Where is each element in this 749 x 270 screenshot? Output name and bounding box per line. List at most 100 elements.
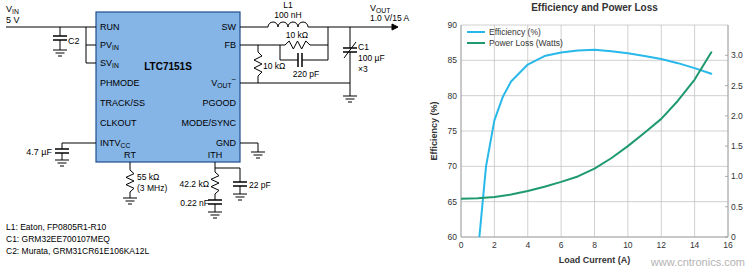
input-label: VIN bbox=[6, 4, 19, 15]
wire bbox=[6, 27, 96, 28]
wire bbox=[130, 162, 131, 170]
pin-label: SW bbox=[222, 22, 237, 32]
ground-line bbox=[58, 163, 67, 164]
capacitor-plate bbox=[233, 181, 247, 183]
wire bbox=[60, 27, 61, 36]
wire bbox=[215, 194, 216, 200]
text-main: SW bbox=[222, 22, 237, 32]
grid-line bbox=[461, 95, 728, 96]
y2-axis-line bbox=[728, 25, 729, 237]
y2-tick-label: 0.5 bbox=[731, 202, 743, 212]
text-main: PGOOD bbox=[202, 98, 236, 108]
inductor bbox=[268, 22, 308, 27]
ground-line bbox=[254, 155, 263, 156]
x-tick-label: 14 bbox=[690, 240, 700, 250]
text-main: RUN bbox=[100, 22, 120, 32]
watermark: www.cntronics.com bbox=[650, 256, 745, 268]
ground-symbol bbox=[53, 50, 67, 56]
text-sub: IN bbox=[12, 8, 19, 15]
ground-symbol bbox=[343, 96, 357, 102]
capacitor-plate bbox=[208, 199, 222, 201]
component-label: 42.2 kΩ bbox=[179, 179, 209, 189]
y2-tick bbox=[725, 237, 728, 238]
component-label: L1 bbox=[283, 0, 293, 10]
wire bbox=[240, 27, 268, 28]
text-main: CLKOUT bbox=[100, 118, 137, 128]
component-label: C1 bbox=[358, 42, 369, 52]
wire bbox=[62, 143, 96, 144]
legend-label: Power Loss (Watts) bbox=[489, 38, 563, 48]
text-main: INTV bbox=[100, 138, 121, 148]
grid-line bbox=[461, 201, 728, 202]
y-axis-line bbox=[461, 25, 462, 237]
pin-label: RUN bbox=[100, 22, 120, 32]
ground-symbol bbox=[233, 194, 247, 200]
plot-area bbox=[461, 50, 711, 237]
legend-swatch bbox=[467, 42, 485, 44]
arrow bbox=[392, 24, 398, 30]
wire bbox=[86, 63, 96, 64]
grid-line bbox=[728, 25, 729, 237]
wire bbox=[130, 192, 131, 198]
pin-label: CLKOUT bbox=[100, 118, 137, 128]
pin-label: TRACK/SS bbox=[100, 98, 145, 108]
y2-tick bbox=[725, 146, 728, 147]
x-tick-label: 10 bbox=[623, 240, 633, 250]
wire bbox=[215, 168, 240, 169]
ground-line bbox=[56, 53, 65, 54]
text-sub: OUT bbox=[217, 82, 231, 89]
ground-symbol bbox=[208, 212, 222, 218]
pin-label: PGOOD bbox=[202, 98, 236, 108]
component-label: 100 nH bbox=[274, 10, 301, 20]
ground-line bbox=[233, 194, 247, 195]
y-tick-label: 75 bbox=[448, 126, 458, 136]
x-tick-label: 0 bbox=[459, 240, 464, 250]
figure: LTC7151SRUNPVINSVINPHMODETRACK/SSCLKOUTI… bbox=[0, 0, 749, 270]
ground-line bbox=[208, 212, 222, 213]
wire bbox=[258, 143, 259, 152]
pin-label: RT bbox=[124, 150, 136, 160]
output-value: 1.0 V/15 A bbox=[370, 13, 410, 23]
wire bbox=[310, 45, 328, 46]
y-tick-label: 70 bbox=[448, 161, 458, 171]
ground-symbol bbox=[55, 160, 69, 166]
x-tick-label: 8 bbox=[592, 240, 597, 250]
note: C1: GRM32EE700107MEQ bbox=[6, 234, 110, 244]
wire bbox=[86, 45, 96, 46]
grid-line bbox=[461, 25, 462, 237]
ground-line bbox=[343, 96, 357, 97]
x-tick-label: 2 bbox=[492, 240, 497, 250]
legend-label: Efficiency (%) bbox=[489, 27, 541, 37]
pin-label: MODE/SYNC bbox=[181, 118, 236, 128]
pin-label: INTVCC bbox=[100, 138, 130, 149]
pin-label: PVIN bbox=[100, 40, 119, 51]
y-axis-label: Efficiency (%) bbox=[429, 101, 439, 160]
x-tick-label: 4 bbox=[525, 240, 530, 250]
resistor bbox=[126, 170, 134, 192]
ground-line bbox=[236, 197, 245, 198]
resistor bbox=[254, 52, 262, 76]
x-tick-label: 12 bbox=[657, 240, 667, 250]
resistor bbox=[285, 41, 310, 49]
y-tick-label: 80 bbox=[448, 91, 458, 101]
ground-line bbox=[126, 201, 135, 202]
ground-line bbox=[346, 99, 355, 100]
wire bbox=[302, 60, 328, 61]
grid-line bbox=[461, 166, 728, 167]
y-tick-label: 65 bbox=[448, 197, 458, 207]
ground-line bbox=[123, 198, 137, 199]
text-sub: IN bbox=[112, 44, 119, 51]
y2-tick-label: 0 bbox=[731, 232, 736, 242]
ground-line bbox=[238, 200, 242, 201]
x-tick-label: 6 bbox=[559, 240, 564, 250]
component-label: 220 pF bbox=[293, 69, 319, 79]
text-main: ITH bbox=[208, 150, 223, 160]
component-label: 55 kΩ bbox=[137, 172, 159, 182]
wire bbox=[215, 204, 216, 212]
ground-line bbox=[211, 215, 220, 216]
ground-line bbox=[53, 50, 67, 51]
ground-line bbox=[213, 218, 217, 219]
text-sub: CC bbox=[121, 142, 131, 149]
wire bbox=[328, 27, 329, 60]
pin-label: FB bbox=[224, 40, 236, 50]
